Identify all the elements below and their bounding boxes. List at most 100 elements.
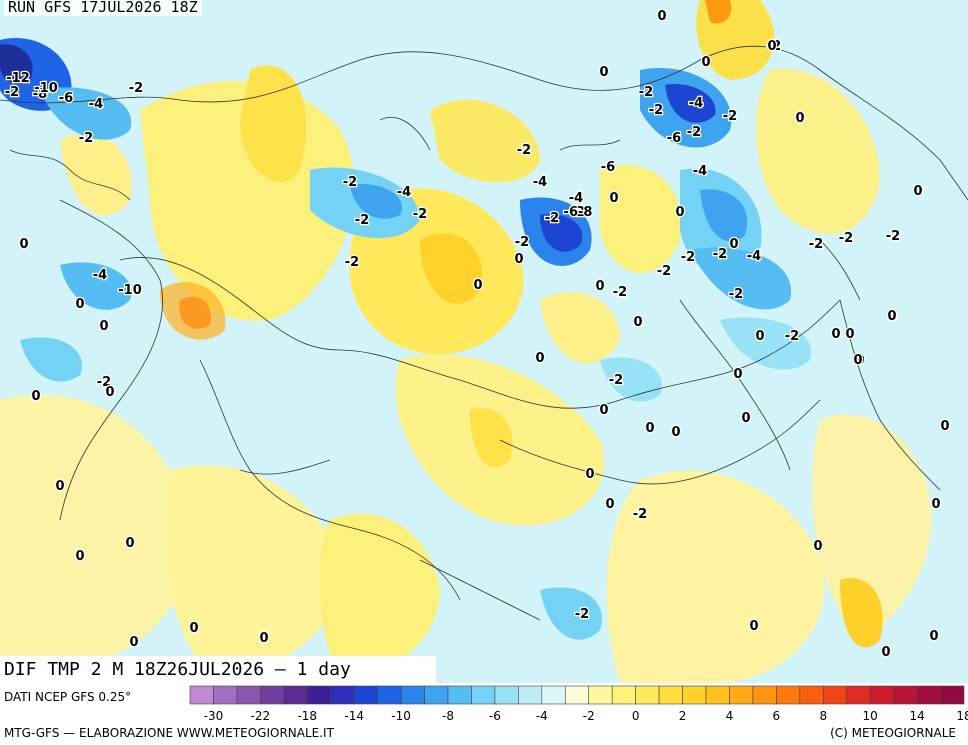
isotherm-label: -2 — [613, 285, 627, 300]
isotherm-label: -4 — [533, 175, 547, 190]
legend-swatch — [729, 685, 754, 705]
isotherm-label: -2 — [515, 235, 529, 250]
isotherm-label: 0 — [129, 635, 138, 650]
isotherm-label: -2 — [723, 109, 737, 124]
isotherm-label: -2 — [639, 85, 653, 100]
legend-swatch — [846, 685, 871, 705]
isotherm-label: 0 — [514, 252, 523, 267]
legend-tick-label: -14 — [344, 709, 364, 723]
isotherm-label: 0 — [609, 191, 618, 206]
isotherm-label: -2 — [767, 39, 781, 54]
isotherm-label: -2 — [575, 607, 589, 622]
isotherm-label: 0 — [125, 536, 134, 551]
isotherm-label: 0 — [940, 419, 949, 434]
legend-swatch — [471, 685, 496, 705]
isotherm-label: 0 — [595, 279, 604, 294]
isotherm-label: 0 — [729, 237, 738, 252]
isotherm-label: 0 — [55, 479, 64, 494]
isotherm-label: -2 — [343, 175, 357, 190]
isotherm-label: -2 — [713, 247, 727, 262]
legend-tick-label: 10 — [863, 709, 878, 723]
isotherm-label: 0 — [585, 467, 594, 482]
legend-tick-label: -22 — [251, 709, 271, 723]
warm-anomaly-areas — [0, 0, 932, 683]
isotherm-label: -2 — [97, 375, 111, 390]
legend-tick-label: -18 — [297, 709, 317, 723]
legend-swatch — [635, 685, 660, 705]
isotherm-label: -2 — [5, 85, 19, 100]
isotherm-label: -2 — [79, 131, 93, 146]
isotherm-label: 0 — [831, 327, 840, 342]
legend-tick-label: -8 — [442, 709, 454, 723]
isotherm-label: 0 — [701, 55, 710, 70]
isotherm-label: -2 — [517, 143, 531, 158]
isotherm-label: -2 — [785, 329, 799, 344]
isotherm-label: 0 — [929, 629, 938, 644]
isotherm-label: -4 — [569, 191, 583, 206]
legend-tick-label: -10 — [391, 709, 411, 723]
isotherm-label: -2 — [809, 237, 823, 252]
legend-tick-label: 4 — [726, 709, 734, 723]
credit-label: MTG-GFS — ELABORAZIONE WWW.METEOGIORNALE… — [4, 726, 334, 740]
legend-tick-label: 8 — [819, 709, 827, 723]
isotherm-label: -6-8 — [564, 205, 593, 220]
legend-swatch — [658, 685, 683, 705]
isotherm-label: -2 — [657, 264, 671, 279]
isotherm-label: 0 — [853, 353, 862, 368]
isotherm-label: 0 — [599, 403, 608, 418]
isotherm-label: 0 — [585, 467, 594, 482]
cold-anomaly-areas — [0, 38, 812, 640]
legend-swatch — [940, 685, 965, 705]
isotherm-label: -2 — [345, 255, 359, 270]
isotherm-label: 0 — [259, 631, 268, 646]
isotherm-label: 0 — [845, 327, 854, 342]
isotherm-label: 0 — [795, 111, 804, 126]
legend-swatch — [447, 685, 472, 705]
isotherm-label: 0 — [887, 309, 896, 324]
isotherm-label: -2 — [729, 287, 743, 302]
legend-swatch — [682, 685, 707, 705]
isotherm-label: -12 — [6, 71, 30, 86]
map-title: DIF TMP 2 M 18Z26JUL2026 — 1 day — [0, 656, 436, 683]
isotherm-label: 0 — [633, 315, 642, 330]
isotherm-label: 0 — [671, 425, 680, 440]
isotherm-label: 0 — [741, 411, 750, 426]
isotherm-label: -2 — [571, 205, 585, 220]
legend-swatch — [541, 685, 566, 705]
legend-tick-label: -4 — [536, 709, 548, 723]
isotherm-label: -2 — [355, 213, 369, 228]
legend-swatch — [799, 685, 824, 705]
isotherm-label: -10 — [34, 81, 58, 96]
isotherm-label: -8 — [33, 87, 47, 102]
legend-swatch — [494, 685, 519, 705]
isotherm-label: -4 — [93, 268, 107, 283]
legend-tick-label: -2 — [583, 709, 595, 723]
legend-tick-label: 0 — [632, 709, 640, 723]
footer: -30-22-18-14-10-8-6-4-2024681014182230 D… — [0, 683, 968, 745]
isotherm-label: 0 — [813, 539, 822, 554]
isotherm-label: 0 — [605, 497, 614, 512]
isotherm-label: -2 — [545, 211, 559, 226]
legend-swatch — [588, 685, 613, 705]
isotherm-label: 0 — [931, 497, 940, 512]
isotherm-label: 0 — [99, 319, 108, 334]
legend-swatch — [752, 685, 777, 705]
isotherm-label: -2 — [839, 231, 853, 246]
isotherm-label: 0 — [881, 645, 890, 660]
isotherm-label: -2 — [609, 373, 623, 388]
isotherm-label: -6 — [59, 91, 73, 106]
copyright-label: (C) METEOGIORNALE — [830, 726, 956, 740]
legend-swatch — [283, 685, 308, 705]
isotherm-label: -6 — [667, 131, 681, 146]
legend-swatch — [330, 685, 355, 705]
legend-swatch — [306, 685, 332, 705]
isotherm-label: 0 — [75, 297, 84, 312]
legend-swatch — [869, 685, 894, 705]
run-label: RUN GFS 17JUL2026 18Z — [4, 0, 202, 16]
legend-swatch — [236, 685, 261, 705]
legend-swatch — [424, 685, 449, 705]
legend-swatch — [611, 685, 636, 705]
color-legend: -30-22-18-14-10-8-6-4-2024681014182230 — [189, 685, 968, 723]
isotherm-label: 0 — [755, 329, 764, 344]
